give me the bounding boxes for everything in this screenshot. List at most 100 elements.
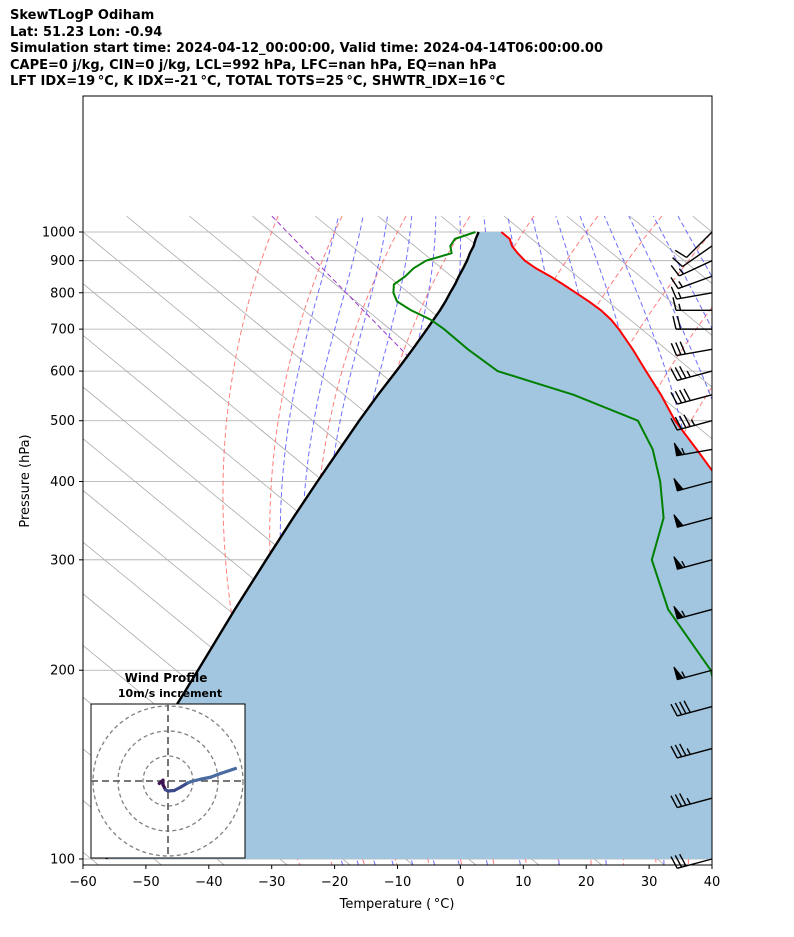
isotherm-line <box>503 215 712 388</box>
y-tick-label: 300 <box>50 553 75 568</box>
x-tick-label: 40 <box>704 875 721 890</box>
chart-title: SkewTLogP Odiham <box>10 8 155 23</box>
wind-barb-feather <box>679 853 687 867</box>
isotherm-line <box>566 215 712 336</box>
x-tick-label: 10 <box>515 875 532 890</box>
wind-barb-feather <box>672 297 677 311</box>
wind-barb-half-feather <box>681 671 686 678</box>
wind-barb-feather <box>683 700 691 713</box>
wind-barb-pennant <box>673 605 684 620</box>
wind-barb <box>670 700 713 717</box>
isotherm-line <box>0 216 45 873</box>
simulation-times: Simulation start time: 2024-04-12_00:00:… <box>10 41 603 56</box>
wind-barb-feather <box>672 257 683 268</box>
wind-barb-feather <box>679 743 687 756</box>
thermal-indices: LFT IDX=19 °C, K IDX=-21 °C, TOTAL TOTS=… <box>10 74 506 89</box>
wind-barb-feather <box>679 793 687 806</box>
dry-adiabat <box>720 216 794 873</box>
hodograph-segment <box>208 771 223 779</box>
wind-barb-feather <box>670 276 679 289</box>
y-axis-label: Pressure (hPa) <box>18 434 33 527</box>
wind-barb-staff <box>677 858 713 869</box>
hodograph-segment <box>218 766 238 776</box>
wind-barb-staff <box>677 797 713 809</box>
wind-barb <box>670 341 713 357</box>
x-tick-label: −30 <box>258 875 285 890</box>
dewpoint-line <box>392 231 712 680</box>
mixing-ratio-line <box>271 215 432 381</box>
wind-barb-staff <box>677 370 713 382</box>
wind-barb-feather <box>679 389 687 403</box>
x-tick-label: 30 <box>641 875 658 890</box>
moist-adiabat <box>628 215 712 401</box>
wind-barb-staff <box>676 348 713 357</box>
wind-barb <box>670 275 713 290</box>
x-tick-label: 20 <box>578 875 595 890</box>
chart-header: SkewTLogP Odiham Lat: 51.23 Lon: -0.94 S… <box>10 8 603 91</box>
wind-barb-feather <box>672 315 677 330</box>
hodograph-title: Wind Profile <box>125 671 208 685</box>
wind-barb-staff <box>676 292 713 300</box>
wind-barb-feather <box>674 367 683 380</box>
wind-barb-pennant <box>673 442 684 457</box>
y-tick-label: 1000 <box>42 225 75 240</box>
wind-barbs <box>670 231 713 869</box>
hodograph-subtitle: 10m/s increment <box>118 687 222 700</box>
x-tick-label: −40 <box>195 875 222 890</box>
wind-barb-half-feather <box>686 748 691 755</box>
wind-barb <box>673 477 713 492</box>
hodograph-inset: Wind Profile 10m/s increment <box>90 671 246 859</box>
data-layer <box>105 231 712 860</box>
parcel-profile-line <box>105 231 480 860</box>
wind-barb-staff <box>677 275 713 290</box>
station-location: Lat: 51.23 Lon: -0.94 <box>10 24 163 40</box>
wind-barb-feather <box>679 365 687 379</box>
wind-barb-half-feather <box>690 419 696 426</box>
wind-barb-feather <box>674 702 683 716</box>
x-tick-label: −60 <box>69 875 96 890</box>
wind-barb-pennant <box>673 556 684 570</box>
wind-barb <box>674 231 713 259</box>
x-tick-label: −10 <box>384 875 411 890</box>
wind-barb-feather <box>674 416 683 430</box>
y-tick-label: 100 <box>50 852 75 867</box>
wind-barb <box>672 245 713 268</box>
dry-adiabat <box>752 216 794 873</box>
wind-barb-feather <box>670 286 678 300</box>
x-tick-label: 0 <box>456 875 464 890</box>
wind-barb-half-feather <box>678 268 685 275</box>
wind-barb-feather <box>670 856 678 869</box>
wind-barb-feather <box>679 701 687 714</box>
wind-barb <box>670 793 713 809</box>
wind-barb <box>670 414 713 431</box>
wind-barb-staff <box>679 260 713 277</box>
y-tick-label: 600 <box>50 365 75 380</box>
y-tick-label: 200 <box>50 664 75 679</box>
cin-shading <box>106 232 712 859</box>
wind-barb-half-feather <box>686 797 691 805</box>
dry-adiabat <box>785 216 794 873</box>
wind-barb <box>670 388 713 405</box>
wind-barb-half-feather <box>681 560 686 568</box>
moist-adiabat <box>579 215 642 865</box>
wind-barb <box>672 297 712 312</box>
wind-barb-half-feather <box>678 303 682 311</box>
wind-barb <box>670 286 713 300</box>
moist-adiabat <box>677 215 712 278</box>
wind-barb <box>670 743 713 759</box>
wind-barb-feather <box>670 391 678 405</box>
wind-barb-half-feather <box>678 281 683 288</box>
wind-barb-staff <box>677 747 713 759</box>
wind-barb-feather <box>674 794 683 807</box>
wind-barb-half-feather <box>681 610 686 618</box>
wind-barb-feather <box>670 417 678 431</box>
x-tick-label: −50 <box>132 875 159 890</box>
wind-barb-feather <box>674 744 683 758</box>
dry-adiabat <box>269 215 343 865</box>
moist-adiabat <box>603 215 697 865</box>
wind-barb-half-feather <box>686 370 691 378</box>
isotherm-line <box>756 216 794 873</box>
moist-adiabat <box>551 215 595 865</box>
y-tick-label: 500 <box>50 414 75 429</box>
wind-barb-feather <box>670 703 678 717</box>
